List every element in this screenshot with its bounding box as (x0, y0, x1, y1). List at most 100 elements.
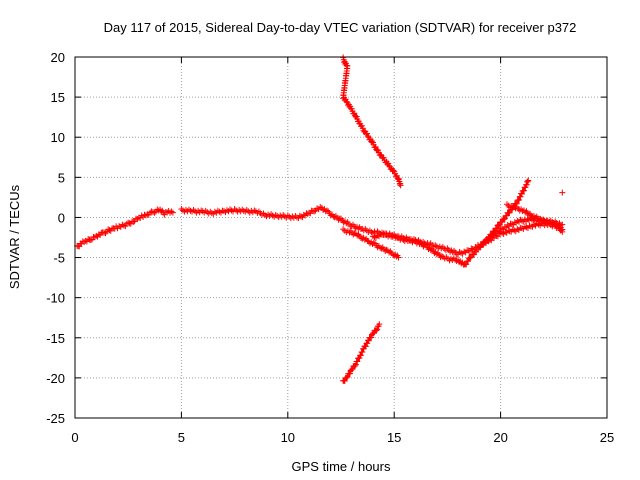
x-tick-label: 25 (600, 430, 614, 445)
data-point (293, 214, 300, 221)
data-point (350, 231, 357, 238)
data-point (386, 249, 393, 256)
data-point (493, 225, 500, 232)
data-point (369, 138, 376, 145)
x-tick-label: 5 (178, 430, 185, 445)
data-point (450, 255, 457, 262)
data-point (354, 232, 361, 239)
data-point (524, 178, 531, 185)
data-point (413, 240, 420, 247)
data-point (125, 219, 132, 226)
data-point (416, 240, 423, 247)
data-point (87, 237, 94, 244)
y-tick-label: -15 (46, 331, 65, 346)
data-point (311, 208, 318, 215)
data-point (521, 187, 528, 194)
data-point (364, 132, 371, 139)
series-track-falling-branch (503, 201, 566, 235)
data-point (364, 237, 371, 244)
data-point (395, 254, 402, 261)
data-point (168, 208, 175, 215)
data-point (420, 243, 427, 250)
data-point (466, 255, 473, 262)
y-tick-label: 20 (51, 50, 65, 65)
x-tick-label: 15 (387, 430, 401, 445)
series-track-high-arc (340, 54, 404, 189)
data-point (343, 220, 350, 227)
data-point (216, 208, 223, 215)
data-point (523, 181, 530, 188)
data-point (377, 151, 384, 158)
data-point (352, 361, 359, 368)
y-tick-label: -10 (46, 291, 65, 306)
data-point (532, 214, 539, 221)
data-point (327, 212, 334, 219)
data-point (433, 251, 440, 258)
data-point (559, 221, 566, 228)
data-point (373, 327, 380, 334)
data-point (344, 373, 351, 380)
data-point (518, 190, 525, 197)
data-point (525, 177, 532, 184)
data-point (102, 230, 109, 237)
chart-title: Day 117 of 2015, Sidereal Day-to-day VTE… (104, 20, 577, 35)
data-point (354, 358, 361, 365)
data-point (369, 233, 376, 240)
y-tick-label: 15 (51, 90, 65, 105)
x-tick-label: 0 (71, 430, 78, 445)
series-track-lower-band (340, 226, 402, 261)
data-point (91, 234, 98, 241)
data-point (522, 184, 529, 191)
data-point (506, 209, 513, 216)
data-point (151, 209, 158, 216)
data-point (134, 216, 141, 223)
data-point (346, 370, 353, 377)
y-tick-label: 10 (51, 130, 65, 145)
data-point (545, 219, 552, 226)
data-point (137, 215, 144, 222)
data-point (352, 362, 359, 369)
data-point (356, 354, 363, 361)
data-point (494, 233, 501, 240)
series-track-main-mid (178, 204, 344, 223)
data-point (371, 234, 378, 241)
data-point (382, 248, 389, 255)
data-point (169, 209, 176, 216)
data-point (389, 232, 396, 239)
plot-frame (74, 56, 608, 419)
data-point (378, 245, 385, 252)
axis-ticks: 0 5 10 15 20 25 -25 -20 -15 -10 -5 0 5 10 15 20 (46, 50, 614, 445)
data-point (517, 193, 524, 200)
data-point (463, 261, 470, 268)
data-point (507, 220, 514, 227)
data-point (516, 196, 523, 203)
data-point (374, 244, 381, 251)
grid (75, 57, 607, 418)
data-point (559, 189, 566, 196)
data-point (178, 206, 185, 213)
data-point (323, 207, 330, 214)
data-point (355, 118, 362, 125)
series-track-low-arc (340, 321, 383, 384)
data-point (343, 375, 350, 382)
data-point (105, 226, 112, 233)
series-track-main-early (74, 206, 176, 250)
data-point (361, 236, 368, 243)
data-point (500, 216, 507, 223)
data-point (331, 214, 338, 221)
x-tick-label: 10 (281, 430, 295, 445)
y-tick-label: 5 (58, 170, 65, 185)
data-point (465, 258, 472, 265)
y-tick-label: -5 (53, 251, 65, 266)
series-track-middle-band (369, 215, 566, 268)
data-point (304, 210, 311, 217)
y-tick-label: 0 (58, 210, 65, 225)
data-point (477, 244, 484, 251)
data-point (130, 218, 137, 225)
data-point (359, 349, 366, 356)
data-point (365, 337, 372, 344)
data-point (349, 366, 356, 373)
data-point (369, 241, 376, 248)
y-tick-label: -25 (46, 411, 65, 426)
